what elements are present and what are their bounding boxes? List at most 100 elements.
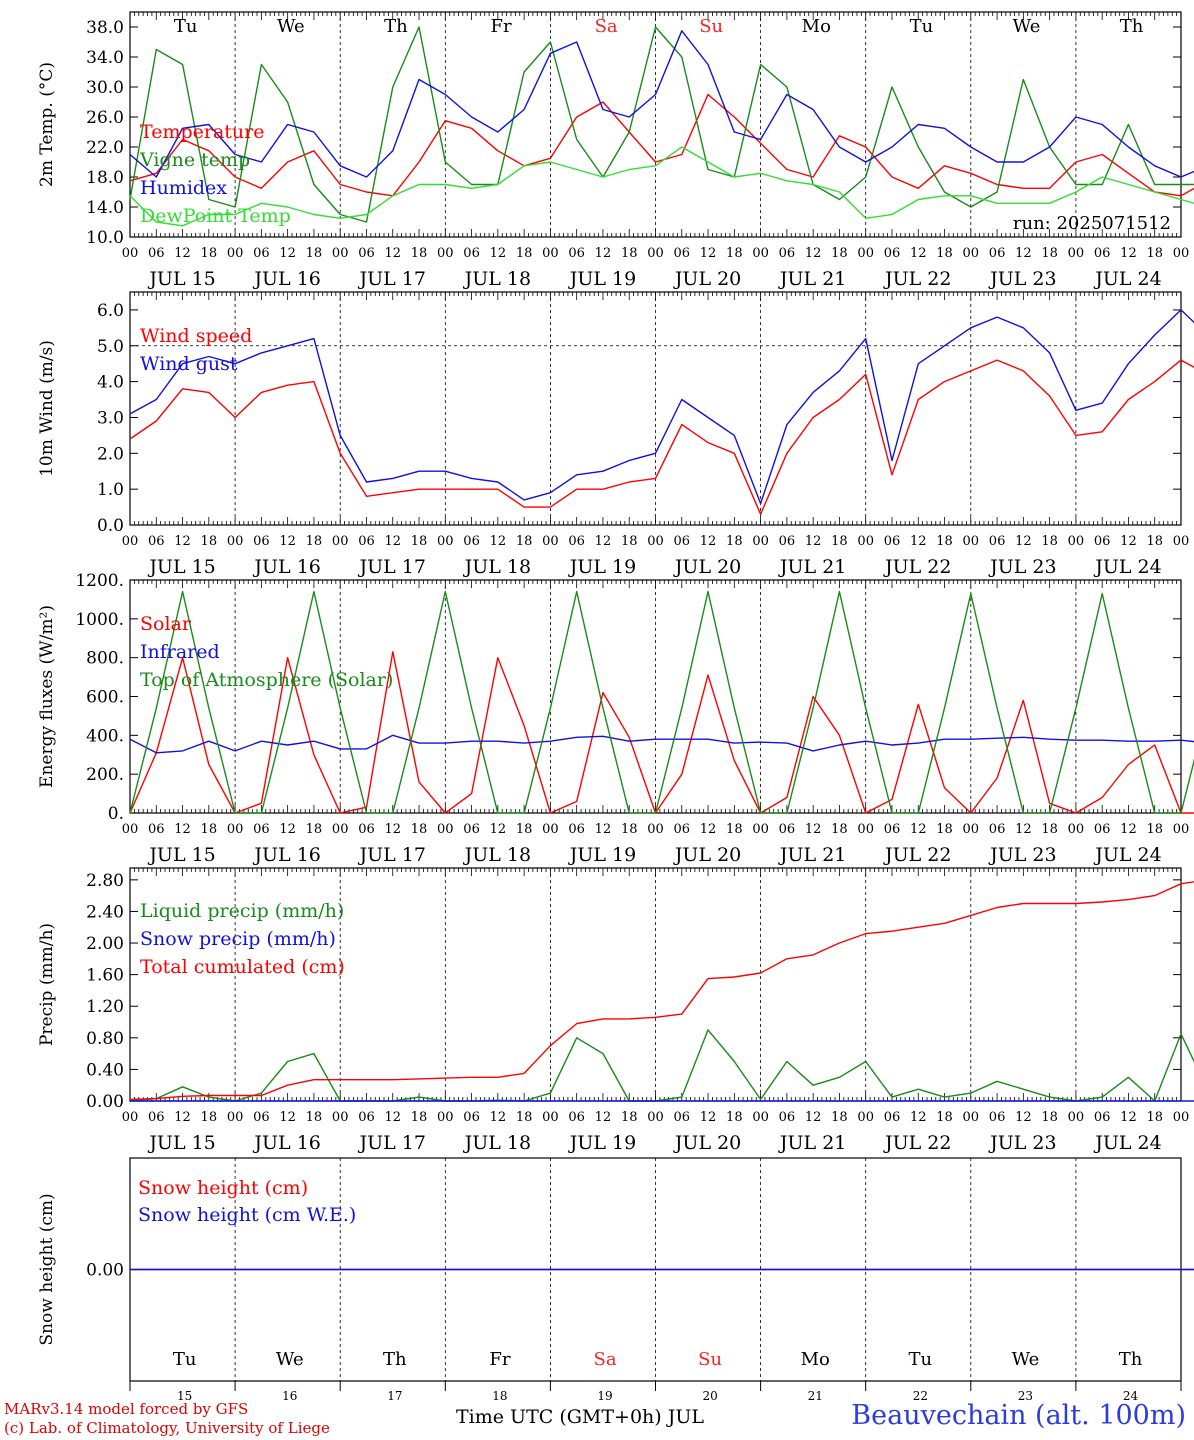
date-label: JUL 17 bbox=[358, 844, 426, 866]
day-number: 16 bbox=[282, 1389, 297, 1403]
hour-label: 12 bbox=[595, 1110, 612, 1125]
hour-label: 00 bbox=[437, 1110, 454, 1125]
hour-label: 00 bbox=[647, 1110, 664, 1125]
hour-label: 00 bbox=[437, 534, 454, 549]
hour-label: 00 bbox=[332, 246, 349, 261]
hour-label: 06 bbox=[779, 534, 796, 549]
hour-label: 18 bbox=[726, 1110, 743, 1125]
hour-label: 00 bbox=[122, 822, 139, 837]
hour-label: 00 bbox=[963, 534, 980, 549]
day-name-bottom: We bbox=[276, 1349, 304, 1370]
hour-label: 18 bbox=[936, 822, 953, 837]
hour-label: 00 bbox=[1068, 1110, 1085, 1125]
y-tick-label: 34.0 bbox=[86, 48, 124, 68]
date-label: JUL 23 bbox=[988, 268, 1056, 290]
series-line bbox=[129, 651, 1194, 814]
hour-label: 06 bbox=[779, 822, 796, 837]
hour-label: 06 bbox=[989, 534, 1006, 549]
hour-label: 06 bbox=[779, 1110, 796, 1125]
hour-label: 06 bbox=[1094, 534, 1111, 549]
hour-label: 06 bbox=[674, 822, 691, 837]
day-name-bottom: Sa bbox=[594, 1349, 617, 1370]
legend-entry: Vigne temp bbox=[139, 149, 250, 171]
hour-label: 00 bbox=[542, 1110, 559, 1125]
hour-label: 06 bbox=[358, 534, 375, 549]
hour-label: 00 bbox=[542, 822, 559, 837]
hour-label: 06 bbox=[358, 246, 375, 261]
hour-label: 12 bbox=[490, 1110, 507, 1125]
day-name: Th bbox=[384, 16, 408, 37]
hour-label: 06 bbox=[1094, 822, 1111, 837]
legend-entry: Snow height (cm W.E.) bbox=[138, 1204, 356, 1226]
hour-label: 18 bbox=[201, 822, 218, 837]
y-tick-label: 3.0 bbox=[97, 408, 124, 428]
y-tick-label: 800. bbox=[86, 649, 124, 669]
hour-label: 06 bbox=[674, 534, 691, 549]
hour-label: 12 bbox=[1120, 822, 1137, 837]
date-label: JUL 17 bbox=[358, 556, 426, 578]
y-axis-label: Precip (mm/h) bbox=[37, 923, 57, 1046]
hour-label: 00 bbox=[227, 822, 244, 837]
hour-label: 00 bbox=[647, 822, 664, 837]
hour-label: 00 bbox=[752, 534, 769, 549]
hour-label: 06 bbox=[1094, 246, 1111, 261]
day-name: Tu bbox=[174, 16, 198, 37]
run-annotation: run: 2025071512 bbox=[1013, 213, 1171, 234]
hour-label: 06 bbox=[358, 822, 375, 837]
hour-label: 18 bbox=[936, 534, 953, 549]
y-tick-label: 2.0 bbox=[97, 444, 124, 464]
hour-label: 00 bbox=[857, 534, 874, 549]
day-name: Tu bbox=[910, 16, 934, 37]
date-label: JUL 17 bbox=[358, 1132, 426, 1154]
day-name-bottom: Tu bbox=[173, 1349, 197, 1370]
y-tick-label: 200. bbox=[86, 765, 124, 785]
y-tick-label: 600. bbox=[86, 688, 124, 708]
hour-label: 12 bbox=[490, 246, 507, 261]
date-label: JUL 20 bbox=[673, 844, 741, 866]
hour-label: 12 bbox=[384, 534, 401, 549]
y-tick-label: 38.0 bbox=[86, 18, 124, 38]
hour-label: 12 bbox=[805, 534, 822, 549]
hour-label: 00 bbox=[227, 1110, 244, 1125]
hour-label: 00 bbox=[857, 1110, 874, 1125]
hour-label: 18 bbox=[1146, 822, 1163, 837]
hour-label: 18 bbox=[621, 246, 638, 261]
hour-label: 18 bbox=[1041, 246, 1058, 261]
day-number: 21 bbox=[808, 1389, 823, 1403]
hour-label: 12 bbox=[1015, 246, 1032, 261]
y-tick-label: 400. bbox=[86, 726, 124, 746]
day-name: Su bbox=[699, 16, 723, 37]
hour-label: 18 bbox=[1146, 1110, 1163, 1125]
hour-label: 00 bbox=[752, 246, 769, 261]
date-label: JUL 18 bbox=[463, 556, 531, 578]
hour-label: 00 bbox=[332, 534, 349, 549]
hour-label: 12 bbox=[279, 534, 296, 549]
date-label: JUL 22 bbox=[883, 556, 951, 578]
credit-model: MARv3.14 model forced by GFS bbox=[4, 1400, 249, 1418]
legend-entry: Top of Atmosphere (Solar) bbox=[140, 669, 393, 691]
series-line bbox=[129, 734, 1194, 754]
hour-label: 18 bbox=[726, 246, 743, 261]
hour-label: 12 bbox=[700, 534, 717, 549]
y-tick-label: 6.0 bbox=[97, 301, 124, 321]
hour-label: 12 bbox=[490, 534, 507, 549]
hour-label: 12 bbox=[595, 822, 612, 837]
hour-label: 06 bbox=[674, 246, 691, 261]
hour-label: 12 bbox=[805, 1110, 822, 1125]
hour-label: 12 bbox=[910, 822, 927, 837]
day-name-bottom: Mo bbox=[801, 1349, 830, 1370]
hour-label: 00 bbox=[752, 1110, 769, 1125]
hour-label: 12 bbox=[174, 534, 191, 549]
hour-label: 12 bbox=[490, 822, 507, 837]
hour-label: 12 bbox=[279, 246, 296, 261]
hour-label: 18 bbox=[306, 534, 323, 549]
y-tick-label: 2.40 bbox=[86, 902, 124, 922]
date-label: JUL 20 bbox=[673, 1132, 741, 1154]
station-name: Beauvechain (alt. 100m) bbox=[851, 1400, 1186, 1431]
date-label: JUL 16 bbox=[252, 556, 320, 578]
hour-label: 00 bbox=[122, 534, 139, 549]
y-tick-label: 0.0 bbox=[97, 516, 124, 536]
hour-label: 00 bbox=[122, 1110, 139, 1125]
y-tick-label: 0.00 bbox=[86, 1092, 124, 1112]
hour-label: 18 bbox=[516, 246, 533, 261]
